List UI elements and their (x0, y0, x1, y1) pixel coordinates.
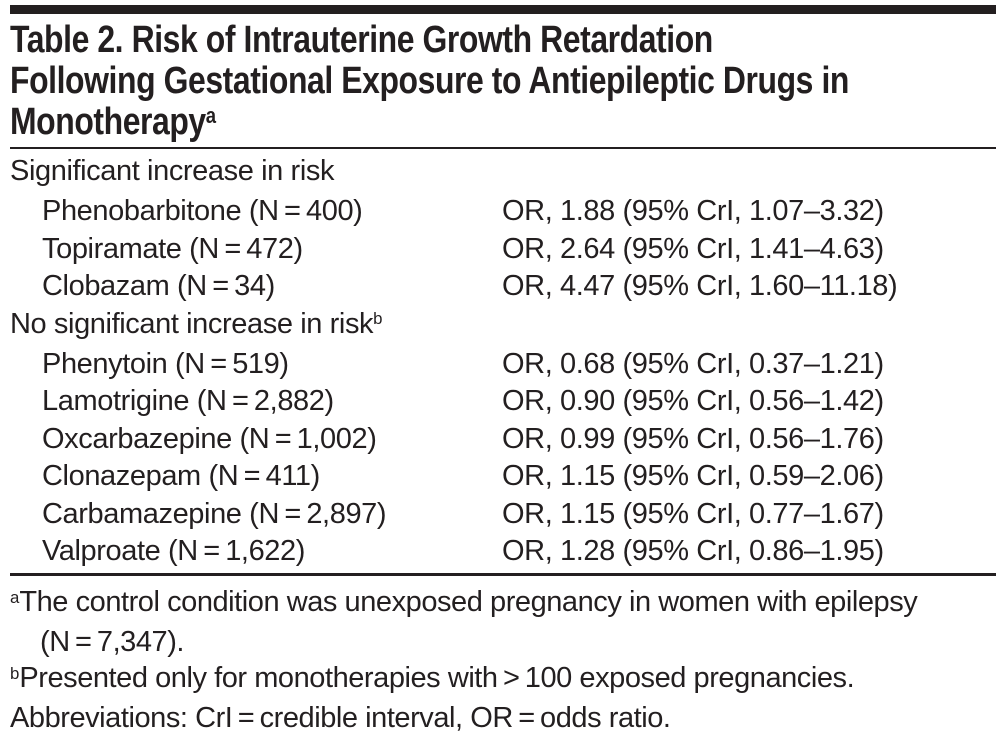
footnote-a: aThe control condition was unexposed pre… (10, 584, 996, 660)
or-value (502, 306, 996, 346)
drug-label: Lamotrigine (N = 2,882) (42, 385, 334, 418)
drug-label: Clobazam (N = 34) (42, 270, 275, 303)
drug-label: Phenobarbitone (N = 400) (42, 195, 363, 228)
or-value: OR, 2.64 (95% CrI, 1.41–4.63) (502, 232, 884, 265)
or-value: OR, 1.15 (95% CrI, 0.77–1.67) (502, 497, 884, 530)
table-row: Topiramate (N = 472) OR, 2.64 (95% CrI, … (10, 231, 996, 268)
footnote-a-marker: a (10, 588, 20, 608)
footnote-b-text: Presented only for monotherapies with > … (19, 662, 855, 695)
or-value: OR, 0.68 (95% CrI, 0.37–1.21) (502, 348, 884, 381)
table-title-line-3-text: Monotherapy (10, 101, 206, 143)
table-row: Phenytoin (N = 519) OR, 0.68 (95% CrI, 0… (10, 346, 996, 383)
table-row: Phenobarbitone (N = 400) OR, 1.88 (95% C… (10, 193, 996, 230)
table-row: Valproate (N = 1,622) OR, 1.28 (95% CrI,… (10, 533, 996, 570)
or-value: OR, 1.28 (95% CrI, 0.86–1.95) (502, 535, 884, 568)
section-header-text: Significant increase in risk (10, 155, 335, 187)
table-bottom-rule (10, 573, 996, 577)
footnote-b-marker: b (10, 664, 20, 684)
drug-label: Phenytoin (N = 519) (42, 348, 289, 381)
drug-label: Carbamazepine (N = 2,897) (42, 497, 387, 530)
footnote-a-continuation: (N = 7,347). (40, 626, 185, 659)
section-header-row: Significant increase in risk (10, 153, 996, 193)
table-row: Oxcarbazepine (N = 1,002) OR, 0.99 (95% … (10, 421, 996, 458)
or-value: OR, 4.47 (95% CrI, 1.60–11.18) (502, 270, 898, 303)
drug-label: Topiramate (N = 472) (42, 232, 303, 265)
table-row: Clonazepam (N = 411) OR, 1.15 (95% CrI, … (10, 458, 996, 495)
table-title-line-3: Monotherapya (10, 102, 838, 147)
drug-label: Clonazepam (N = 411) (42, 460, 320, 493)
table-title-line-2: Following Gestational Exposure to Antiep… (10, 60, 849, 102)
footnote-b: bPresented only for monotherapies with >… (10, 660, 996, 700)
abbreviations-note: Abbreviations: CrI = credible interval, … (10, 702, 671, 733)
drug-label: Oxcarbazepine (N = 1,002) (42, 422, 377, 455)
section-header-label: Significant increase in risk (10, 153, 502, 193)
drug-label: Valproate (N = 1,622) (42, 535, 306, 568)
table-body: Significant increase in risk Phenobarbit… (10, 149, 996, 573)
title-footnote-marker-a: a (205, 102, 217, 128)
table-row: Carbamazepine (N = 2,897) OR, 1.15 (95% … (10, 496, 996, 533)
table-title-line-1: Table 2. Risk of Intrauterine Growth Ret… (10, 19, 713, 61)
section-header-row: No significant increase in riskb (10, 306, 996, 346)
title-divider-rule (10, 147, 996, 149)
or-value: OR, 0.99 (95% CrI, 0.56–1.76) (502, 422, 884, 455)
footnote-a-text: The control condition was unexposed preg… (19, 586, 918, 619)
section-footnote-marker-b: b (373, 309, 383, 329)
section-header-label: No significant increase in riskb (10, 306, 502, 346)
top-heavy-rule (10, 5, 996, 14)
table-row: Clobazam (N = 34) OR, 4.47 (95% CrI, 1.6… (10, 268, 996, 305)
table-row: Lamotrigine (N = 2,882) OR, 0.90 (95% Cr… (10, 383, 996, 420)
or-value: OR, 0.90 (95% CrI, 0.56–1.42) (502, 385, 884, 418)
section-header-text: No significant increase in risk (10, 307, 374, 340)
table-title: Table 2. Risk of Intrauterine Growth Ret… (10, 19, 849, 147)
footnotes: aThe control condition was unexposed pre… (10, 576, 996, 733)
or-value (502, 153, 996, 193)
or-value: OR, 1.15 (95% CrI, 0.59–2.06) (502, 460, 884, 493)
or-value: OR, 1.88 (95% CrI, 1.07–3.32) (502, 195, 884, 228)
